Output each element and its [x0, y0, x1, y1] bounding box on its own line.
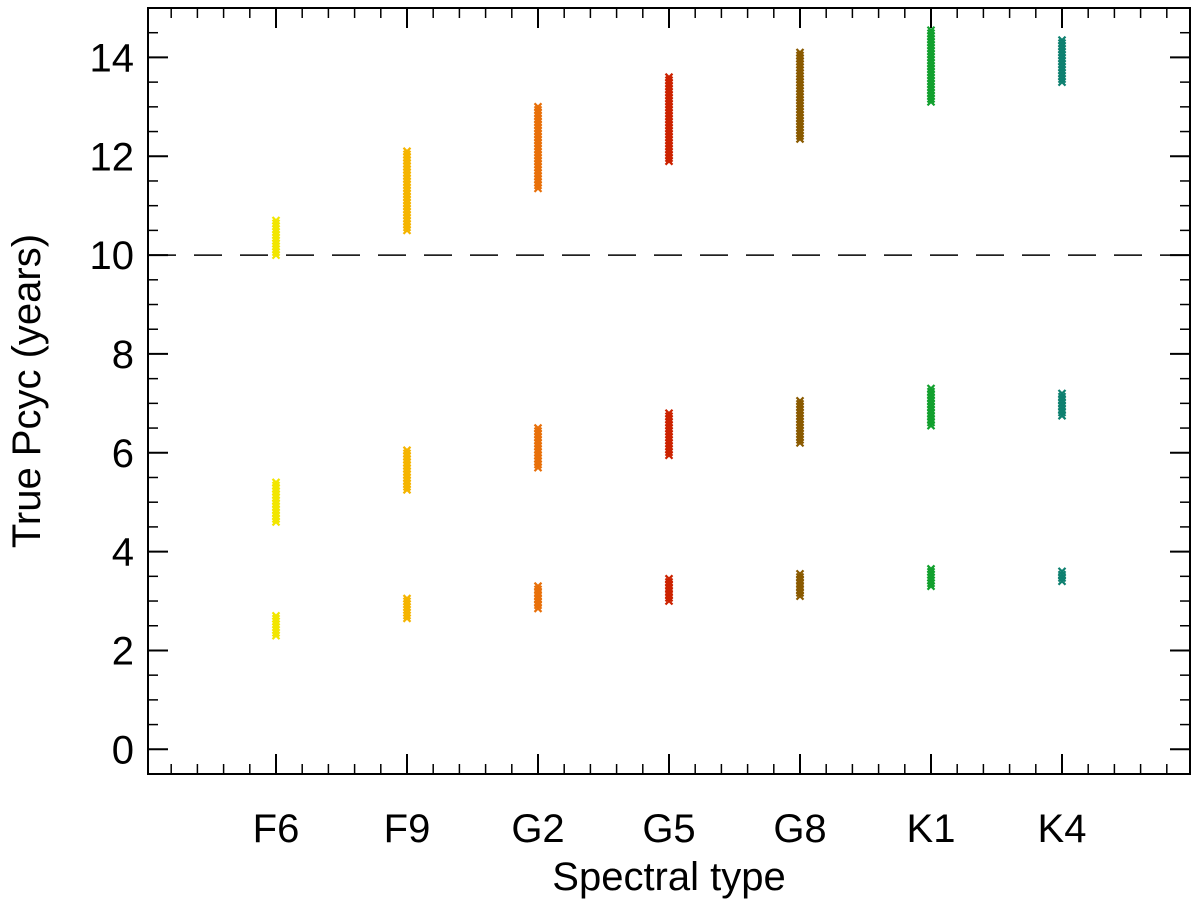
x-tick-label: G2 — [511, 807, 564, 851]
point-group-F9 — [402, 594, 412, 623]
point-group-F6 — [271, 478, 281, 527]
x-tick-label: K1 — [907, 807, 956, 851]
data-point — [402, 611, 412, 620]
data-point — [664, 596, 674, 606]
point-group-F9 — [402, 147, 412, 235]
data-point — [1057, 411, 1067, 420]
point-group-K4 — [1057, 567, 1067, 586]
point-group-G8 — [795, 569, 805, 601]
point-group-G5 — [664, 574, 674, 606]
y-tick-label: 14 — [90, 36, 135, 80]
data-point — [926, 421, 936, 430]
data-points — [271, 25, 1067, 640]
point-group-F9 — [402, 446, 412, 495]
series-F6 — [271, 216, 281, 640]
data-point — [402, 614, 412, 623]
point-group-K1 — [926, 25, 936, 107]
y-tick-label: 12 — [90, 135, 135, 179]
data-point — [926, 418, 936, 427]
data-point — [533, 184, 543, 193]
data-point — [1057, 576, 1067, 586]
data-point — [271, 628, 281, 638]
tick-labels: 0 2 4 6 8 10 12 14 F6 F9 G2 G5 G8 K1 K4 — [90, 36, 1087, 851]
y-tick-label: 10 — [90, 234, 135, 278]
point-group-G8 — [795, 48, 805, 144]
point-group-G2 — [533, 423, 543, 472]
point-group-K4 — [1057, 35, 1067, 87]
data-point — [795, 134, 805, 144]
point-group-G2 — [533, 102, 543, 193]
data-point — [271, 250, 281, 260]
data-point — [926, 97, 936, 107]
data-point — [271, 517, 281, 527]
data-point — [795, 435, 805, 445]
y-tick-label: 0 — [112, 728, 134, 772]
y-tick-label: 8 — [112, 333, 134, 377]
data-point — [533, 181, 543, 190]
series-F9 — [402, 147, 412, 623]
data-point — [664, 447, 674, 457]
data-point — [402, 223, 412, 232]
x-tick-label: G8 — [773, 807, 826, 851]
x-tick-label: G5 — [642, 807, 695, 851]
series-G8 — [795, 48, 805, 601]
point-group-F6 — [271, 216, 281, 260]
x-tick-label: F9 — [384, 807, 431, 851]
point-group-K1 — [926, 564, 936, 591]
data-point — [271, 514, 281, 524]
data-point — [664, 156, 674, 166]
series-G2 — [533, 102, 543, 613]
y-tick-label: 2 — [112, 629, 134, 673]
data-point — [1057, 74, 1067, 84]
data-point — [926, 579, 936, 588]
data-point — [402, 482, 412, 492]
data-point — [664, 450, 674, 460]
x-axis-title: Spectral type — [552, 855, 785, 899]
y-tick-label: 4 — [112, 531, 134, 575]
point-group-K1 — [926, 384, 936, 430]
data-point — [533, 463, 543, 472]
data-point — [795, 591, 805, 601]
series-K1 — [926, 25, 936, 591]
point-group-G2 — [533, 581, 543, 613]
data-point — [926, 94, 936, 104]
data-point — [533, 460, 543, 469]
point-group-G5 — [664, 408, 674, 460]
x-tick-label: F6 — [253, 807, 300, 851]
point-group-G5 — [664, 72, 674, 166]
data-point — [402, 485, 412, 495]
point-group-K4 — [1057, 389, 1067, 420]
data-point — [402, 226, 412, 235]
series-G5 — [664, 72, 674, 606]
data-point — [533, 604, 543, 613]
data-point — [271, 247, 281, 257]
data-point — [664, 153, 674, 163]
data-point — [795, 131, 805, 141]
point-group-F6 — [271, 611, 281, 640]
data-point — [271, 631, 281, 640]
data-point — [1057, 77, 1067, 87]
data-point — [926, 581, 936, 591]
x-tick-label: K4 — [1038, 807, 1087, 851]
series-K4 — [1057, 35, 1067, 586]
y-tick-label: 6 — [112, 432, 134, 476]
data-point — [795, 438, 805, 448]
point-group-G8 — [795, 396, 805, 448]
y-axis-title: True Pcyc (years) — [5, 234, 49, 548]
